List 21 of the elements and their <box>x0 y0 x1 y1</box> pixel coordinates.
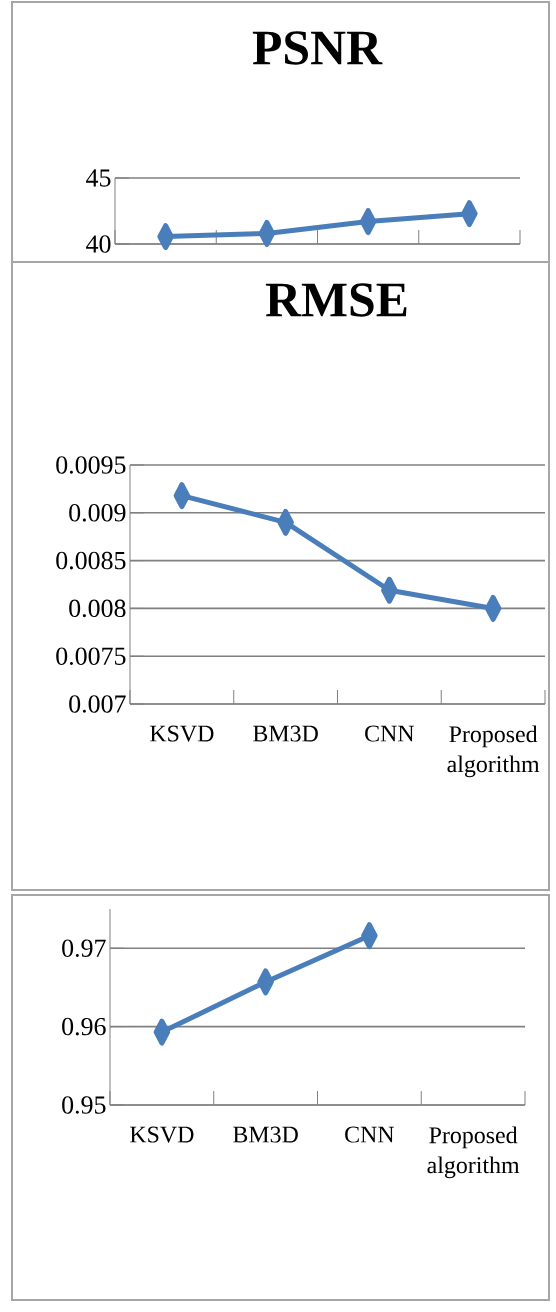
x-tick-label: BM3D <box>232 1126 298 1143</box>
y-tick-label: 0.95 <box>61 1096 106 1114</box>
x-tick-label: KSVD <box>149 725 214 742</box>
y-tick-label: 0.007 <box>68 695 126 713</box>
y-tick-label: 0.97 <box>61 939 106 958</box>
chart-title: PSNR <box>252 31 383 65</box>
x-tick-label: BM3D <box>252 725 318 742</box>
y-tick-label: 0.0085 <box>56 551 126 570</box>
chart-title: RMSE <box>265 283 407 317</box>
x-tick-label: Proposed algorithm <box>447 725 540 778</box>
y-tick-label: 0.008 <box>68 599 126 618</box>
y-tick-label: 0.009 <box>68 504 126 522</box>
x-tick-label: KSVD <box>129 1126 194 1143</box>
x-tick-label: Proposed algorithm <box>427 1126 520 1179</box>
x-tick-label: CNN <box>364 725 414 742</box>
y-tick-label: 0.0075 <box>56 647 126 665</box>
y-tick-label: 0.96 <box>61 1017 106 1036</box>
y-tick-label: 0.0095 <box>56 456 126 474</box>
y-tick-label: 40 <box>85 235 111 253</box>
x-tick-label: CNN <box>344 1126 394 1143</box>
y-tick-label: 45 <box>85 169 111 187</box>
